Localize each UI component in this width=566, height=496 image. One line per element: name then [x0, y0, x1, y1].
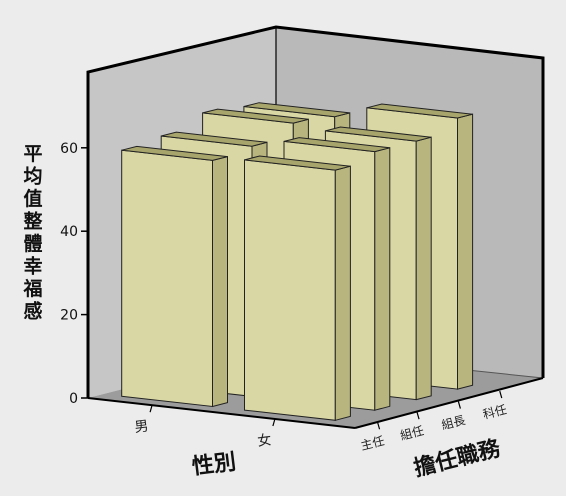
y-tick-label: 40 — [60, 224, 78, 240]
bar-top-face — [161, 131, 268, 147]
y-axis-title-char: 福 — [22, 277, 42, 300]
z-tick-label: 組任 — [399, 424, 426, 443]
bar-top-face — [202, 108, 309, 124]
z-tick-mark — [376, 422, 381, 430]
bar-front-face — [244, 159, 336, 421]
bar-side-face — [415, 136, 432, 401]
bar-top-face — [366, 103, 473, 119]
z-tick-label: 主任 — [359, 434, 386, 453]
z-tick-mark — [499, 390, 503, 399]
y-axis-title-char: 體 — [23, 233, 42, 255]
z-tick-label: 組長 — [440, 413, 467, 432]
bar-side-face — [212, 155, 228, 408]
y-tick-label: 20 — [60, 308, 78, 324]
bar-top-face — [244, 155, 351, 171]
z-axis-title: 擔任職務 — [411, 435, 504, 482]
y-axis-title-char: 值 — [23, 187, 42, 210]
y-axis-title-char: 平 — [23, 143, 42, 165]
bar-side-face — [334, 165, 351, 421]
bar-top-face — [121, 145, 228, 161]
bars — [121, 102, 474, 421]
bar-front-face — [121, 149, 213, 408]
x-tick-label: 女 — [256, 431, 272, 450]
bar-side-face — [457, 113, 474, 390]
x-axis-tick-labels: 男女 — [134, 405, 276, 450]
bar-主任-男 — [121, 145, 228, 408]
y-tick-label: 0 — [69, 391, 78, 407]
x-axis-line — [87, 397, 356, 429]
bar-主任-女 — [244, 155, 351, 421]
x-axis-title: 性別 — [191, 450, 238, 480]
bar-top-face — [283, 137, 390, 153]
z-axis-line — [354, 377, 544, 429]
z-tick-label: 科任 — [481, 402, 508, 421]
bar-top-face — [325, 126, 432, 142]
x-tick-mark — [149, 405, 153, 413]
z-tick-mark — [457, 401, 461, 409]
y-tick-label: 60 — [60, 141, 78, 157]
y-axis-ticks: 0 20 40 60 — [60, 141, 88, 407]
y-axis-title-char: 整 — [23, 210, 42, 233]
y-axis-title-char: 幸 — [23, 256, 42, 278]
z-tick-mark — [416, 411, 420, 420]
x-tick-label: 男 — [134, 418, 150, 436]
y-axis-title-char: 感 — [23, 300, 42, 323]
bar-top-face — [243, 102, 350, 118]
x-tick-mark — [272, 418, 276, 427]
bar-side-face — [374, 147, 391, 411]
y-axis-title-char: 均 — [23, 165, 42, 188]
